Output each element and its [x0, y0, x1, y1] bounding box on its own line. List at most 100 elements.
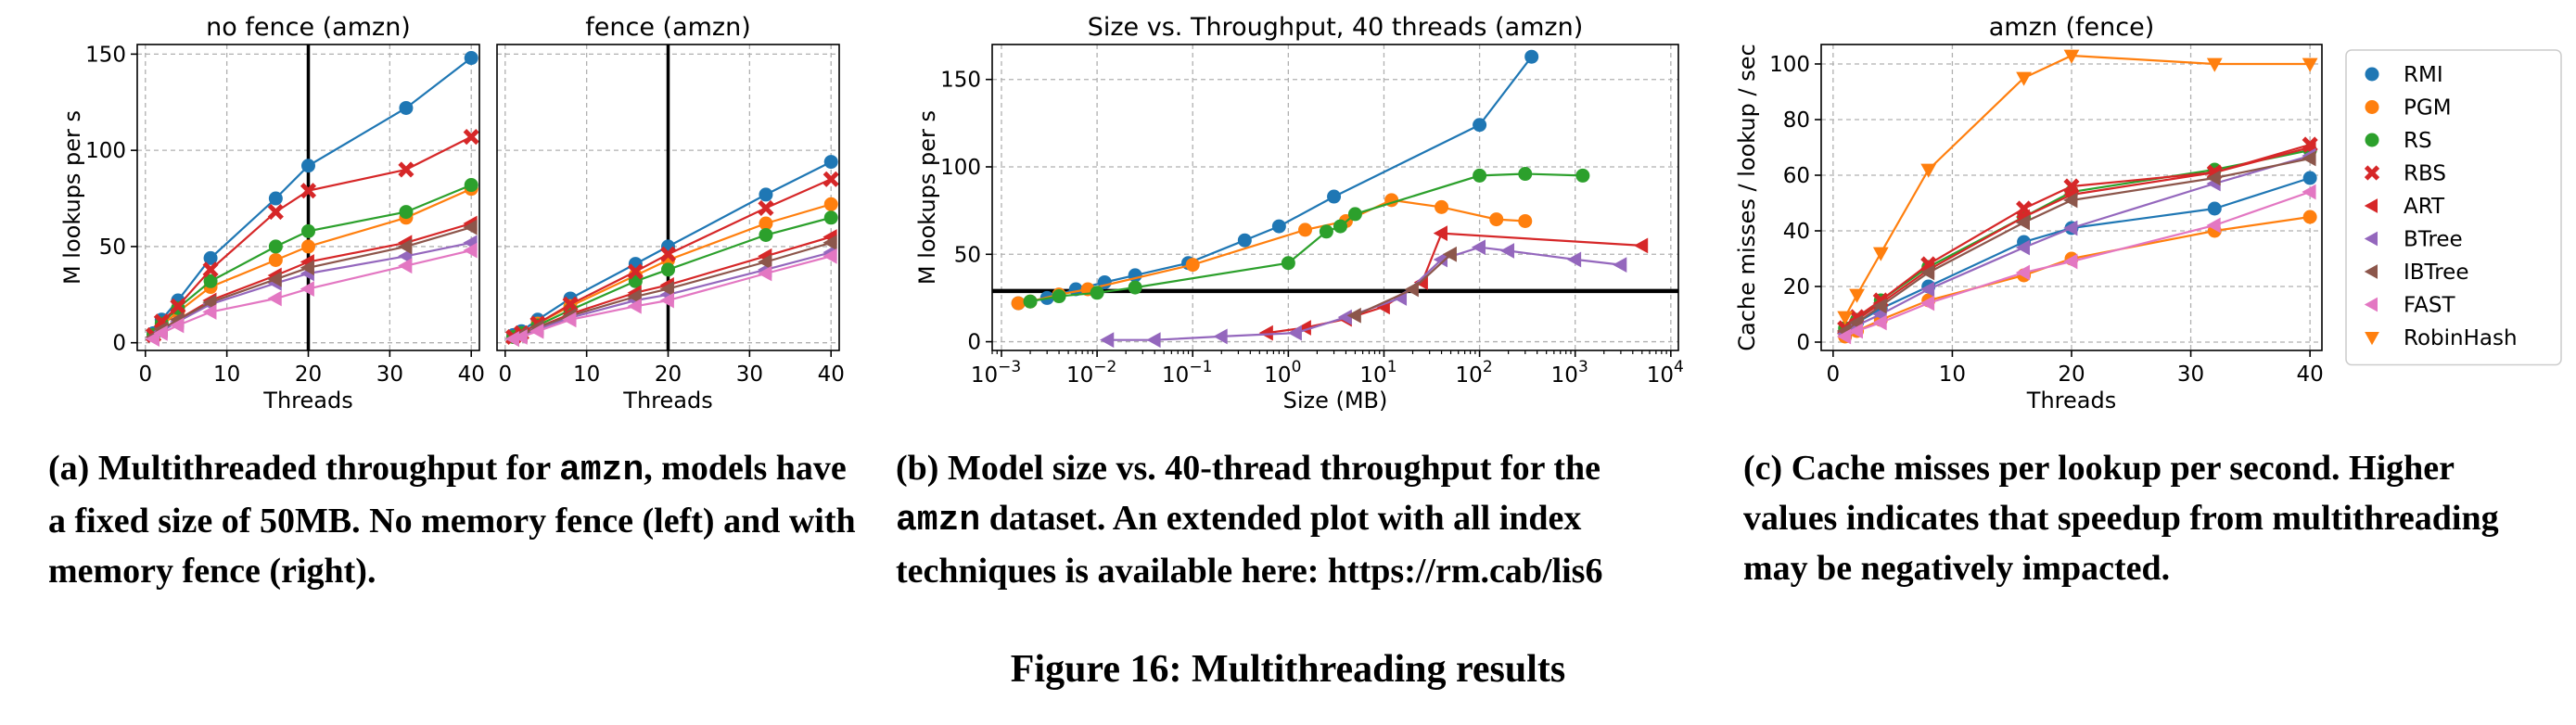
- point-fast-2: [529, 323, 544, 339]
- legend-marker-rmi: [2365, 67, 2379, 82]
- point-rs-5: [661, 262, 675, 277]
- legend-marker-pgm: [2365, 100, 2379, 114]
- point-btree-4: [1337, 309, 1352, 325]
- point-fast-7: [463, 242, 478, 259]
- point-pgm-7: [2302, 210, 2317, 224]
- y-axis-label: M lookups per s: [914, 110, 940, 285]
- chart-title: fence (amzn): [585, 13, 750, 42]
- point-fast-0: [1836, 328, 1852, 345]
- point-rs-7: [1347, 207, 1362, 222]
- legend-label-rmi: RMI: [2404, 63, 2443, 87]
- point-fast-4: [267, 290, 282, 307]
- xtick-label: 101: [1359, 358, 1396, 388]
- xtick-label: 104: [1647, 358, 1684, 388]
- point-pgm-0: [1011, 296, 1026, 311]
- point-rmi-7: [1271, 219, 1286, 234]
- xtick-label: 10−3: [971, 358, 1021, 388]
- xtick-label: 40: [458, 362, 485, 387]
- point-robinhash-3: [1920, 163, 1937, 178]
- point-btree-10: [1613, 257, 1627, 273]
- point-rmi-9: [1473, 118, 1487, 133]
- point-ibtree-4: [2015, 214, 2030, 231]
- point-ibtree-2: [1872, 298, 1887, 314]
- series-line-robinhash: [1843, 54, 2311, 318]
- point-rs-9: [1518, 167, 1533, 182]
- point-fast-4: [627, 298, 642, 314]
- legend-marker-fast: [2364, 297, 2378, 312]
- series-rbs: [146, 129, 479, 343]
- point-fast-7: [823, 248, 837, 264]
- point-rmi-6: [759, 187, 773, 202]
- legend-label-rbs: RBS: [2404, 162, 2446, 186]
- series-robinhash: [1837, 49, 2318, 325]
- point-pgm-4: [268, 252, 283, 267]
- point-rbs-3: [202, 261, 219, 278]
- legend-marker-ibtree: [2364, 264, 2378, 279]
- point-rmi-3: [203, 250, 218, 265]
- point-rs-7: [823, 210, 838, 225]
- point-ibtree-7: [463, 219, 478, 235]
- legend-label-btree: BTree: [2404, 228, 2463, 252]
- point-rbs-5: [659, 246, 677, 262]
- ytick-label: 100: [940, 156, 981, 180]
- point-fast-2: [1872, 314, 1887, 331]
- point-ibtree-4: [267, 271, 282, 287]
- legend-marker-rbs: [2364, 165, 2380, 181]
- point-rs-6: [759, 227, 773, 242]
- point-pgm-5: [301, 239, 315, 254]
- point-rmi-10: [1524, 49, 1539, 64]
- point-pgm-10: [1518, 213, 1533, 228]
- point-rbs-5: [300, 183, 317, 199]
- legend-label-ibtree: IBTree: [2404, 261, 2468, 285]
- point-pgm-7: [823, 197, 838, 211]
- point-btree-9: [1566, 251, 1582, 268]
- xtick-label: 10−2: [1066, 358, 1116, 388]
- legend-marker-art: [2364, 198, 2378, 213]
- point-rmi-8: [1327, 189, 1342, 204]
- plot-frame: [991, 44, 1679, 351]
- series-rs: [1023, 167, 1590, 309]
- point-pgm-5: [1298, 223, 1313, 237]
- xtick-label: 40: [2297, 362, 2324, 387]
- xtick-label: 100: [1264, 358, 1301, 388]
- point-fast-3: [202, 304, 217, 320]
- series-pgm: [1011, 193, 1533, 311]
- xtick-label: 10: [1939, 362, 1966, 387]
- point-ibtree-6: [758, 254, 772, 270]
- point-pgm-4: [1185, 258, 1200, 273]
- point-rmi-6: [2207, 201, 2222, 216]
- point-robinhash-2: [1872, 247, 1889, 261]
- point-fast-6: [2206, 217, 2221, 234]
- point-robinhash-1: [1849, 288, 1865, 303]
- legend: RMI PGM RS RBS ART BTree IBTree FAST RobinHash: [2345, 49, 2562, 366]
- point-fast-4: [2015, 264, 2030, 281]
- ytick-label: 50: [954, 243, 981, 267]
- point-rbs-7: [463, 129, 479, 146]
- point-rs-0: [1023, 294, 1038, 309]
- chart-b: 10−3 10−2 10−1 100 101 102 103 104 0 50 100 150 Size…: [914, 13, 1684, 413]
- point-art-0: [1258, 324, 1273, 341]
- point-robinhash-4: [2016, 71, 2032, 86]
- point-rs-6: [399, 205, 414, 220]
- point-rbs-7: [823, 171, 839, 187]
- point-ibtree-1: [1404, 281, 1419, 298]
- chart-a-right: 0 10 20 30 40 fence (amzn) Threads: [496, 13, 845, 413]
- point-fast-6: [758, 265, 772, 282]
- legend-marker-robinhash: [2365, 332, 2379, 346]
- point-fast-5: [659, 292, 674, 309]
- ytick-label: 150: [85, 43, 126, 67]
- point-ibtree-5: [300, 260, 314, 276]
- point-ibtree-5: [659, 281, 674, 297]
- point-fast-7: [2302, 184, 2316, 200]
- x-axis-label: Size (MB): [1283, 388, 1388, 413]
- point-rmi-5: [301, 159, 315, 173]
- point-rs-6: [1333, 219, 1347, 234]
- point-rs-1: [1052, 289, 1066, 304]
- figure-title: Figure 16: Multithreading results: [1010, 648, 1566, 691]
- point-fast-3: [1919, 295, 1935, 312]
- ytick-label: 50: [99, 235, 126, 260]
- point-btree-1: [1146, 332, 1161, 349]
- point-rs-3: [1128, 280, 1142, 295]
- chart-title: amzn (fence): [1989, 13, 2154, 42]
